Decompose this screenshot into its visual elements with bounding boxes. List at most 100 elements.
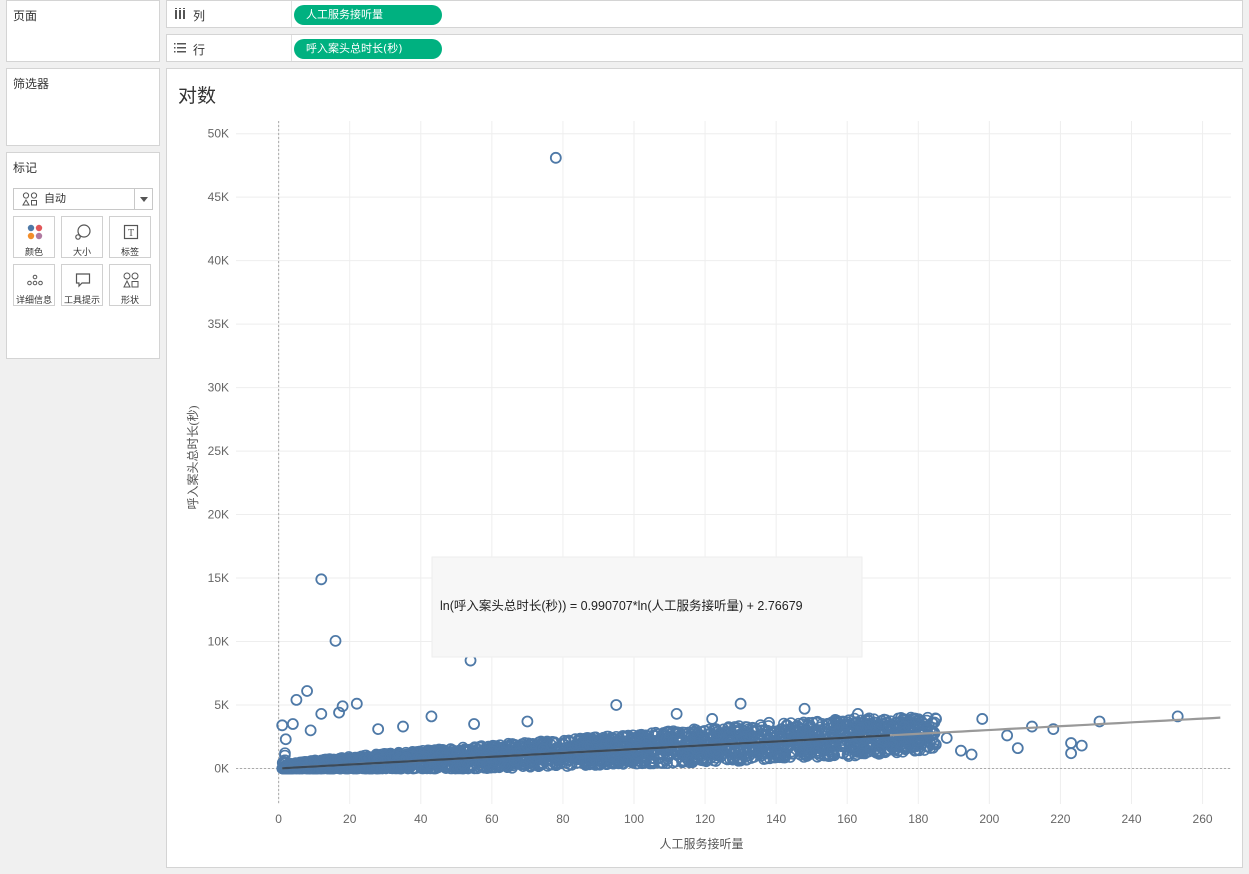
data-point-outlier bbox=[333, 706, 345, 719]
chevron-down-icon[interactable] bbox=[134, 189, 152, 209]
x-tick-label: 160 bbox=[837, 812, 857, 826]
scatter-chart[interactable]: 0 20 40 60 80 100 120 140 160 180 200 220 240 260 0K 5K… bbox=[167, 69, 1242, 867]
data-point bbox=[748, 751, 760, 763]
data-point bbox=[520, 755, 532, 768]
data-point bbox=[534, 759, 547, 771]
data-point bbox=[431, 751, 444, 764]
data-point-outlier bbox=[350, 697, 363, 710]
trend-tooltip-box bbox=[431, 556, 863, 658]
label-card[interactable]: T 标签 bbox=[109, 216, 151, 258]
data-point-outlier bbox=[1047, 723, 1060, 735]
shape-card[interactable]: 形状 bbox=[109, 264, 151, 306]
pages-panel[interactable]: 页面 bbox=[6, 0, 160, 62]
data-point bbox=[508, 738, 521, 751]
data-point bbox=[773, 751, 786, 764]
filters-title: 筛选器 bbox=[13, 77, 50, 91]
data-point-outlier bbox=[279, 733, 292, 746]
rows-shelf-header: 行 bbox=[167, 35, 292, 61]
data-point bbox=[662, 750, 674, 763]
data-point bbox=[781, 719, 794, 732]
sheet-title: 对数 bbox=[178, 85, 217, 107]
data-point bbox=[488, 740, 501, 753]
data-point bbox=[281, 760, 293, 772]
data-point-outlier bbox=[372, 723, 385, 735]
data-point bbox=[699, 725, 712, 737]
data-point-outlier bbox=[912, 734, 925, 747]
data-point bbox=[611, 756, 624, 769]
y-tick-label: 50K bbox=[208, 127, 229, 141]
data-point bbox=[900, 742, 912, 754]
data-point bbox=[619, 741, 632, 754]
detail-card[interactable]: 详细信息 bbox=[13, 264, 55, 306]
data-point bbox=[502, 746, 515, 758]
data-point bbox=[774, 731, 787, 744]
rows-shelf[interactable]: 行 呼入案头总时长(秒) bbox=[166, 34, 1243, 62]
color-icon bbox=[27, 224, 43, 240]
data-point-outlier bbox=[965, 748, 978, 761]
data-point-outlier bbox=[336, 700, 349, 713]
data-point-outlier bbox=[1065, 747, 1077, 760]
data-point bbox=[598, 732, 611, 745]
data-point bbox=[510, 747, 523, 759]
data-point bbox=[878, 745, 891, 758]
data-point-outlier bbox=[1065, 737, 1077, 749]
data-point bbox=[617, 754, 629, 767]
y-axis-title: 呼入案头总时长(秒) bbox=[185, 406, 200, 510]
data-point bbox=[673, 751, 686, 763]
data-point bbox=[798, 751, 810, 763]
data-point bbox=[916, 735, 929, 747]
data-point bbox=[358, 754, 371, 766]
data-point bbox=[419, 758, 432, 770]
x-tick-label: 200 bbox=[979, 812, 999, 826]
column-field-pill[interactable]: 人工服务接听量 bbox=[294, 5, 442, 25]
data-point bbox=[372, 750, 384, 763]
mark-type-dropdown[interactable]: 自动 bbox=[13, 188, 153, 210]
auto-mark-icon bbox=[22, 192, 38, 206]
data-point bbox=[796, 727, 809, 740]
x-tick-label: 40 bbox=[414, 812, 428, 826]
x-tick-label: 140 bbox=[766, 812, 786, 826]
size-icon bbox=[75, 224, 91, 240]
data-point-outlier bbox=[848, 739, 861, 752]
pages-title: 页面 bbox=[13, 9, 38, 23]
data-point bbox=[924, 737, 937, 750]
data-point bbox=[584, 753, 596, 766]
data-point bbox=[654, 751, 667, 764]
y-tick-label: 5K bbox=[214, 698, 229, 712]
row-field-pill[interactable]: 呼入案头总时长(秒) bbox=[294, 39, 442, 59]
data-point bbox=[439, 751, 452, 763]
y-tick-label: 10K bbox=[208, 635, 229, 649]
data-point bbox=[855, 714, 867, 727]
data-point-outlier bbox=[898, 720, 910, 733]
tooltip-card[interactable]: 工具提示 bbox=[61, 264, 103, 306]
shape-card-label: 形状 bbox=[120, 296, 139, 306]
data-point bbox=[502, 737, 515, 750]
data-point-outlier bbox=[425, 710, 438, 723]
data-point bbox=[827, 717, 839, 730]
data-point bbox=[724, 735, 737, 748]
size-card[interactable]: 大小 bbox=[61, 216, 103, 258]
size-card-label: 大小 bbox=[72, 248, 91, 258]
data-point bbox=[887, 739, 899, 751]
data-point-outlier bbox=[976, 713, 989, 725]
data-point bbox=[412, 751, 425, 764]
color-card[interactable]: 颜色 bbox=[13, 216, 55, 258]
x-tick-label: 0 bbox=[275, 812, 282, 826]
data-point-outlier bbox=[955, 744, 967, 757]
x-tick-label: 20 bbox=[343, 812, 357, 826]
data-point-outlier bbox=[1001, 729, 1014, 742]
x-tick-label: 240 bbox=[1121, 812, 1141, 826]
data-point-outlier bbox=[521, 715, 534, 728]
columns-shelf[interactable]: 列 人工服务接听量 bbox=[166, 0, 1243, 28]
data-point bbox=[584, 733, 596, 746]
data-point bbox=[595, 755, 608, 768]
shape-icon bbox=[123, 272, 139, 288]
data-point bbox=[724, 753, 736, 765]
data-point bbox=[640, 755, 652, 768]
x-tick-label: 260 bbox=[1193, 812, 1213, 826]
y-tick-label: 0K bbox=[214, 761, 229, 775]
data-point bbox=[760, 752, 773, 765]
data-point bbox=[826, 748, 838, 760]
filters-panel[interactable]: 筛选器 bbox=[6, 68, 160, 146]
data-point bbox=[478, 762, 491, 774]
